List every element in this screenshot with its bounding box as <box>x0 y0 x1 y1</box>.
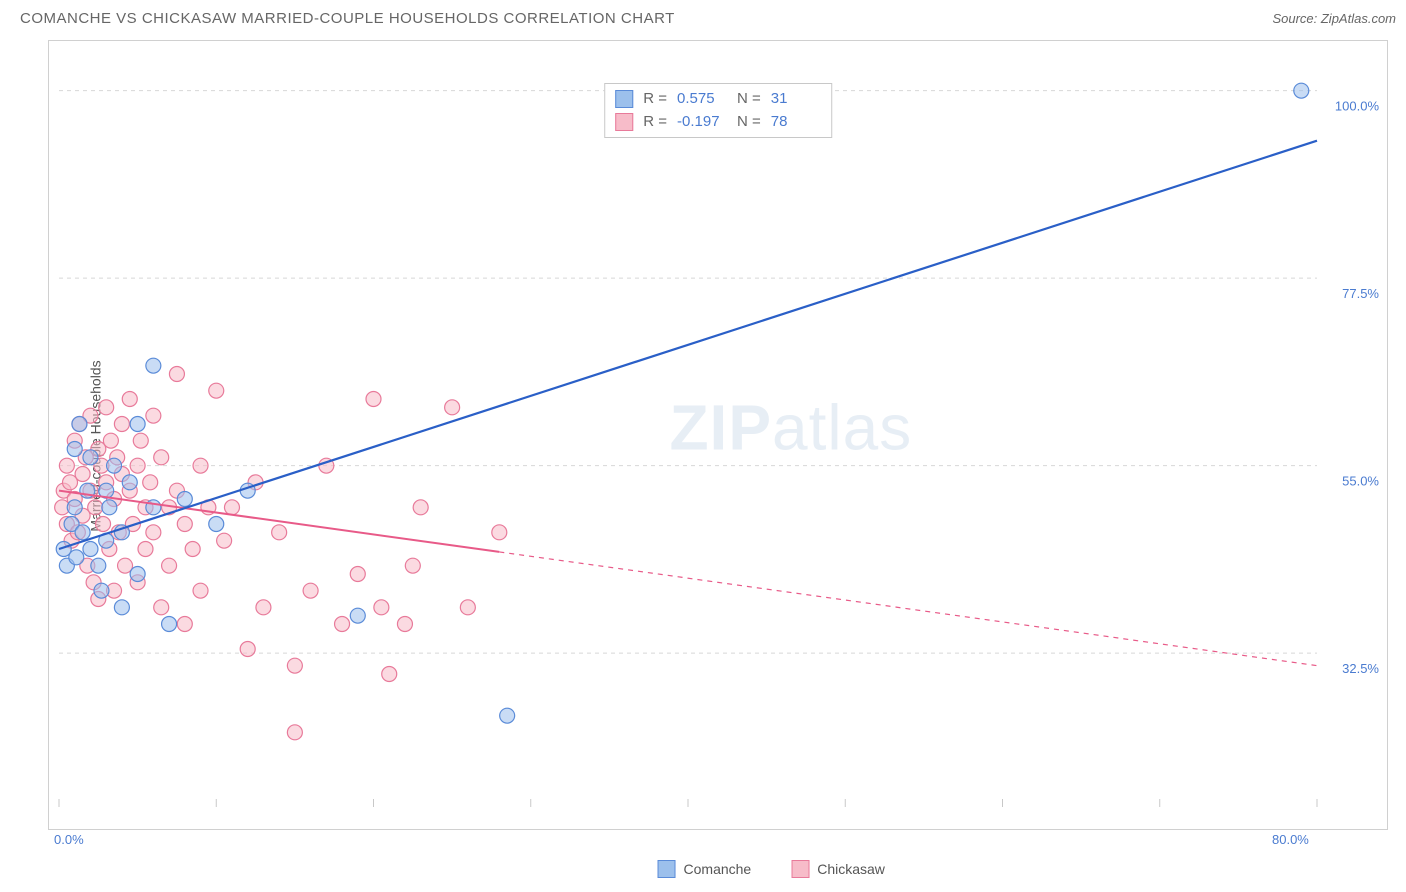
x-axis-tick-label: 0.0% <box>54 832 84 847</box>
swatch-chickasaw <box>615 113 633 131</box>
stats-n-comanche: 31 <box>771 88 821 111</box>
stats-r-chickasaw: -0.197 <box>677 111 727 134</box>
stats-n-label: N = <box>737 111 761 134</box>
plot-svg: 32.5% 55.0% 77.5% 100.0% <box>49 41 1387 829</box>
svg-text:100.0%: 100.0% <box>1335 99 1380 114</box>
svg-text:55.0%: 55.0% <box>1342 474 1379 489</box>
svg-text:77.5%: 77.5% <box>1342 286 1379 301</box>
legend-label: Comanche <box>684 861 752 877</box>
source-label: Source: ZipAtlas.com <box>1272 11 1396 26</box>
x-legend: Comanche Chickasaw <box>658 860 885 878</box>
chart-container: COMANCHE VS CHICKASAW MARRIED-COUPLE HOU… <box>0 0 1406 892</box>
stats-row-chickasaw: R = -0.197 N = 78 <box>615 111 821 134</box>
legend-item: Chickasaw <box>791 860 885 878</box>
svg-text:32.5%: 32.5% <box>1342 661 1379 676</box>
stats-legend: R = 0.575 N = 31 R = -0.197 N = 78 <box>604 83 832 138</box>
stats-r-label: R = <box>643 111 667 134</box>
legend-swatch <box>658 860 676 878</box>
chart-title: COMANCHE VS CHICKASAW MARRIED-COUPLE HOU… <box>20 10 675 27</box>
title-bar: COMANCHE VS CHICKASAW MARRIED-COUPLE HOU… <box>0 0 1406 36</box>
swatch-comanche <box>615 90 633 108</box>
stats-r-label: R = <box>643 88 667 111</box>
x-axis-tick-label: 80.0% <box>1272 832 1309 847</box>
legend-swatch <box>791 860 809 878</box>
stats-n-chickasaw: 78 <box>771 111 821 134</box>
stats-row-comanche: R = 0.575 N = 31 <box>615 88 821 111</box>
legend-item: Comanche <box>658 860 752 878</box>
stats-n-label: N = <box>737 88 761 111</box>
stats-r-comanche: 0.575 <box>677 88 727 111</box>
plot-area: 32.5%55.0%77.5%100.0% ZIPatlas R = 0.575… <box>48 40 1388 830</box>
legend-label: Chickasaw <box>817 861 885 877</box>
